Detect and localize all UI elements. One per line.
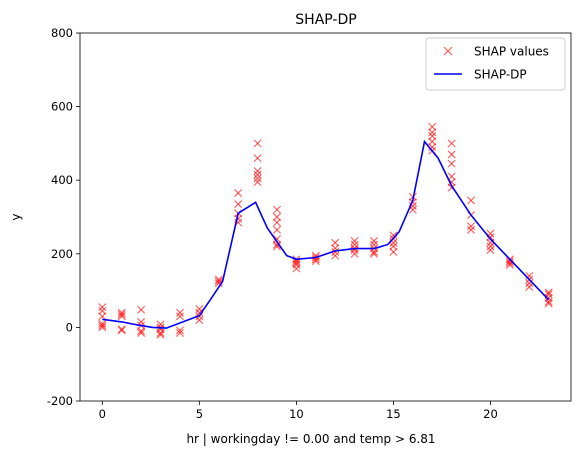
shap-value-point bbox=[175, 308, 184, 317]
chart-title: SHAP-DP bbox=[295, 12, 356, 28]
shap-value-point bbox=[350, 236, 359, 245]
shap-value-point bbox=[292, 264, 301, 273]
shap-value-point bbox=[544, 297, 553, 306]
shap-value-point bbox=[98, 319, 107, 328]
shap-value-point bbox=[253, 154, 262, 163]
shap-value-point bbox=[195, 308, 204, 317]
shap-value-point bbox=[369, 247, 379, 256]
shap-value-point bbox=[331, 247, 340, 256]
shap-value-point bbox=[369, 240, 379, 249]
shap-value-point bbox=[272, 218, 282, 227]
shap-value-point bbox=[447, 159, 456, 168]
shap-value-point bbox=[253, 174, 262, 183]
shap-value-point bbox=[292, 260, 301, 269]
shap-value-point bbox=[369, 249, 379, 258]
legend-label-shap-values: SHAP values bbox=[474, 45, 549, 59]
shap-value-point bbox=[195, 316, 204, 325]
y-tick-label: -200 bbox=[47, 394, 73, 408]
shap-value-point bbox=[272, 205, 282, 214]
shap-value-point bbox=[311, 257, 320, 266]
x-tick-label: 20 bbox=[483, 407, 498, 421]
shap-value-point bbox=[505, 258, 514, 268]
y-axis-ticks: -200 0 200 400 600 800 bbox=[47, 26, 80, 408]
shap-value-point bbox=[369, 236, 379, 245]
shap-value-point bbox=[253, 170, 262, 179]
shap-value-point bbox=[350, 249, 359, 258]
legend-box bbox=[425, 37, 566, 91]
y-tick-label: 200 bbox=[51, 247, 73, 261]
shap-value-point bbox=[117, 310, 126, 319]
shap-value-point bbox=[175, 312, 184, 321]
shap-value-point bbox=[253, 166, 262, 176]
x-axis-label: hr | workingday != 0.00 and temp > 6.81 bbox=[186, 432, 435, 446]
y-tick-label: 0 bbox=[66, 320, 73, 334]
y-tick-label: 800 bbox=[51, 26, 73, 40]
shap-value-point bbox=[98, 303, 107, 312]
shap-value-point bbox=[98, 323, 107, 332]
shap-value-point bbox=[175, 326, 184, 335]
shap-value-point bbox=[486, 238, 495, 247]
shap-value-point bbox=[156, 328, 165, 337]
shap-value-point bbox=[389, 231, 398, 240]
shap-value-point bbox=[175, 328, 184, 337]
y-tick-label: 400 bbox=[51, 173, 73, 187]
shap-value-point bbox=[350, 246, 359, 255]
shap-value-point bbox=[214, 275, 223, 284]
shap-value-point bbox=[331, 251, 340, 260]
x-tick-label: 5 bbox=[196, 407, 203, 421]
x-tick-label: 0 bbox=[99, 407, 106, 421]
shap-value-point bbox=[447, 139, 456, 148]
shap-value-point bbox=[525, 282, 534, 291]
shap-value-point bbox=[467, 225, 476, 234]
shap-value-point bbox=[117, 308, 126, 317]
shap-value-point bbox=[117, 325, 126, 334]
shap-value-point bbox=[98, 321, 107, 330]
legend-marker-shap-values bbox=[443, 46, 453, 56]
shap-value-point bbox=[234, 189, 243, 198]
shap-value-point bbox=[137, 327, 146, 336]
shap-value-point bbox=[117, 312, 126, 321]
y-tick-label: 600 bbox=[51, 100, 73, 114]
shap-value-point bbox=[137, 328, 146, 337]
shap-value-point bbox=[467, 196, 476, 205]
line-layer bbox=[102, 139, 550, 329]
y-axis-label: y bbox=[9, 213, 23, 220]
shap-value-point bbox=[428, 128, 437, 137]
shap-value-point bbox=[156, 330, 165, 339]
shap-value-point bbox=[525, 279, 534, 288]
shap-value-point bbox=[467, 222, 476, 231]
shap-value-point bbox=[137, 317, 146, 326]
shap-dp-line bbox=[102, 139, 550, 329]
shap-value-point bbox=[486, 242, 495, 251]
shap-value-point bbox=[525, 271, 534, 280]
x-axis-ticks: 0 5 10 15 20 bbox=[99, 401, 498, 421]
plot-area bbox=[79, 32, 572, 402]
shap-value-point bbox=[486, 246, 495, 255]
shap-value-point bbox=[272, 225, 282, 234]
shap-value-point bbox=[117, 326, 126, 335]
shap-value-point bbox=[234, 200, 243, 209]
shap-value-point bbox=[389, 247, 398, 256]
shap-value-point bbox=[447, 150, 456, 159]
shap-value-point bbox=[505, 257, 514, 266]
shap-value-point bbox=[428, 143, 437, 152]
shap-value-point bbox=[98, 312, 107, 321]
shap-value-point bbox=[253, 178, 262, 187]
shap-value-point bbox=[137, 305, 146, 314]
shap-value-point bbox=[253, 139, 262, 148]
shap-value-point bbox=[408, 201, 417, 210]
shap-value-point bbox=[214, 279, 223, 288]
x-tick-label: 10 bbox=[289, 407, 304, 421]
legend: SHAP values SHAP-DP bbox=[425, 37, 566, 91]
x-tick-label: 15 bbox=[386, 407, 401, 421]
shap-value-point bbox=[272, 240, 282, 249]
legend-label-shap-dp: SHAP-DP bbox=[474, 68, 527, 82]
shap-value-point bbox=[544, 299, 553, 308]
